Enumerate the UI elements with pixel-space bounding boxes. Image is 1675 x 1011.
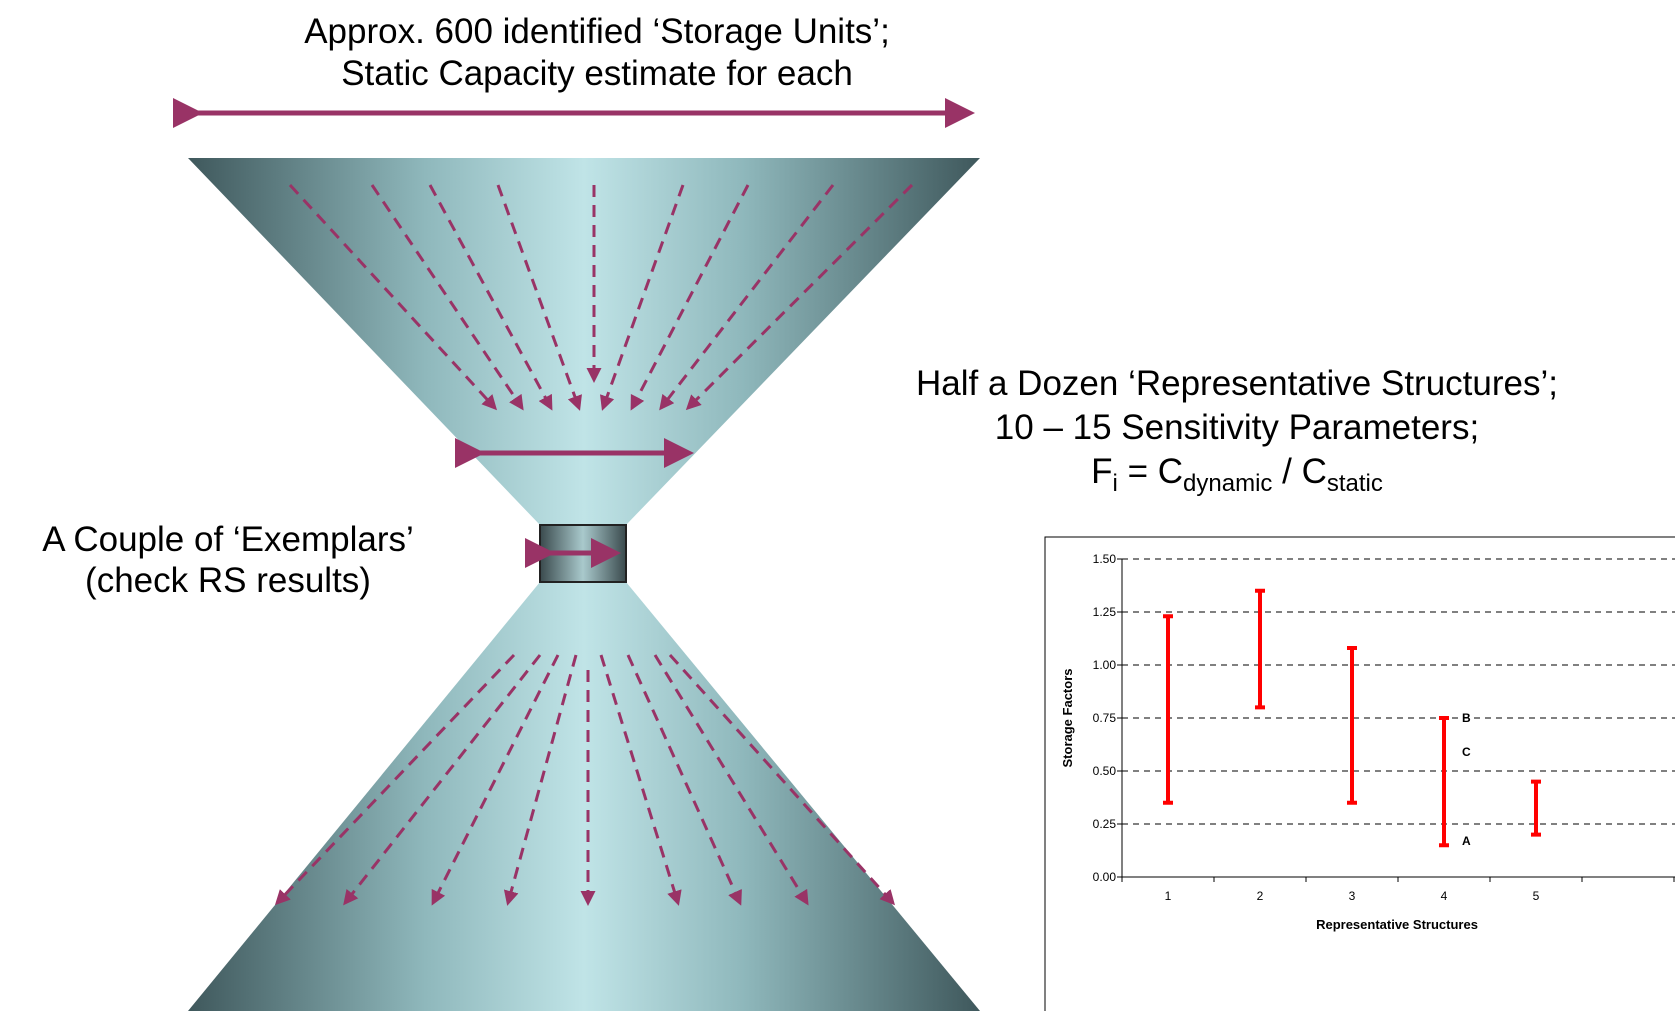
label: Half a Dozen ‘Representative Structures’…	[916, 364, 1558, 403]
formula-sub: dynamic	[1183, 470, 1272, 497]
label: A Couple of ‘Exemplars’	[42, 520, 414, 559]
y-tick-label: 0.25	[1093, 817, 1117, 831]
x-tick-label: 4	[1441, 889, 1448, 903]
funnel-top	[188, 158, 980, 525]
label: 10 – 15 Sensitivity Parameters;	[995, 408, 1479, 447]
label: Approx. 600 identified ‘Storage Units’;	[304, 12, 890, 51]
annotation: B	[1462, 711, 1471, 725]
range-bar	[1347, 646, 1357, 805]
formula-part: = C	[1118, 452, 1183, 491]
y-tick-label: 0.50	[1093, 764, 1117, 778]
y-tick-label: 1.50	[1093, 552, 1117, 566]
y-tick-label: 1.00	[1093, 658, 1117, 672]
label: Static Capacity estimate for each	[341, 54, 853, 93]
y-tick-label: 0.00	[1093, 870, 1117, 884]
y-tick-label: 0.75	[1093, 711, 1117, 725]
formula-part: / C	[1272, 452, 1326, 491]
x-axis-title: Representative Structures	[1316, 917, 1478, 932]
x-tick-label: 3	[1349, 889, 1356, 903]
x-tick-label: 2	[1257, 889, 1264, 903]
label: (check RS results)	[85, 561, 371, 600]
formula: Fi = Cdynamic / Cstatic	[1091, 452, 1383, 497]
annotation: A	[1462, 834, 1471, 848]
funnel-bottom	[188, 582, 980, 1011]
range-bar	[1439, 716, 1449, 848]
formula-sub: i	[1113, 470, 1118, 497]
range-bar	[1163, 614, 1173, 805]
y-tick-label: 1.25	[1093, 605, 1117, 619]
range-bar	[1531, 779, 1541, 837]
x-tick-label: 1	[1165, 889, 1172, 903]
diverging-arrows	[274, 653, 896, 906]
chart-frame	[1044, 536, 1675, 1011]
converging-arrows	[288, 183, 914, 411]
formula-sub: static	[1327, 470, 1383, 497]
range-bar	[1255, 588, 1265, 710]
chart: Storage Factors Representative Structure…	[1060, 552, 1675, 932]
annotation: C	[1462, 745, 1471, 759]
y-axis-title: Storage Factors	[1060, 669, 1075, 768]
formula-part: F	[1091, 452, 1112, 491]
x-tick-label: 5	[1533, 889, 1540, 903]
